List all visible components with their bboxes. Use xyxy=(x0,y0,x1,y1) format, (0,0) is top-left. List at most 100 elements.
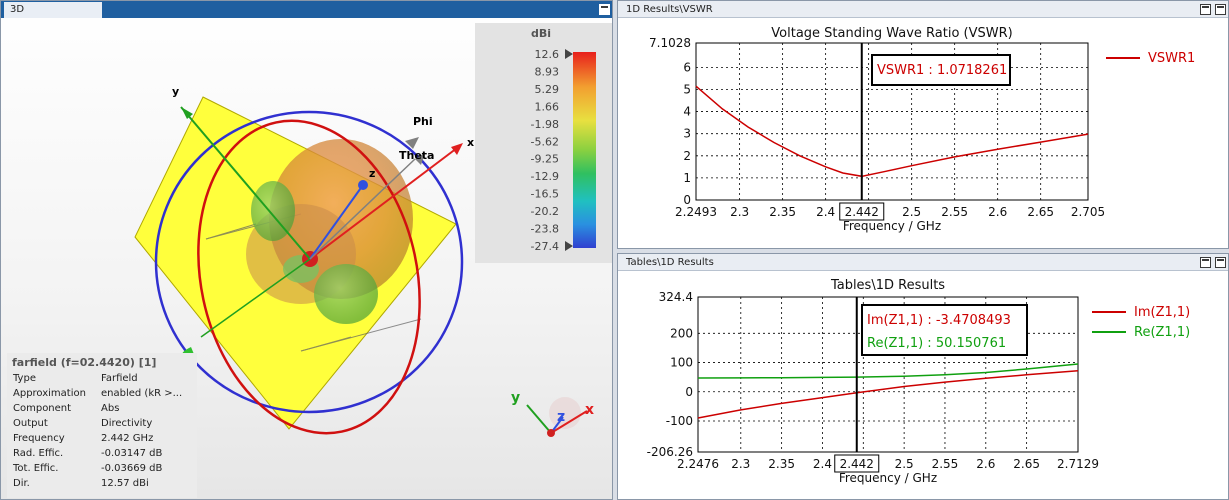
scale-label: -20.2 xyxy=(531,205,559,218)
info-row: Output Directivity xyxy=(13,416,182,431)
y-tick-label: -100 xyxy=(666,414,693,428)
series-line-vswr1 xyxy=(695,85,1089,178)
radiation-pattern xyxy=(246,139,413,324)
phi-ring xyxy=(154,110,464,414)
x-tick-label: 2.5 xyxy=(902,205,921,219)
vswr-chart[interactable]: Voltage Standing Wave Ratio (VSWR) 2.2493… xyxy=(618,19,1228,248)
scale-label: 12.6 xyxy=(535,48,560,61)
farfield-3d-view[interactable]: y x z Phi Theta y x z dBi 12.6 8.93 5.29 1.… xyxy=(1,19,612,499)
y-tick-label: 7.1028 xyxy=(649,36,691,50)
marker-value-label: Re(Z1,1) : 50.150761 xyxy=(867,336,1006,351)
pane-3d-titlebar: 3D xyxy=(1,1,612,18)
info-key: Output xyxy=(13,418,48,429)
y-tick-label: 3 xyxy=(683,127,691,141)
info-value: -0.03669 dB xyxy=(101,463,163,474)
y-tick-label: 200 xyxy=(670,326,693,340)
info-key: Tot. Effic. xyxy=(13,463,59,474)
impedance-pane[interactable]: Tables\1D Results Tables\1D Results 2.247… xyxy=(617,253,1229,500)
x-axis-label: Frequency / GHz xyxy=(843,219,941,233)
coordinate-axes xyxy=(180,106,463,338)
scale-bottom-arrow[interactable] xyxy=(565,241,573,251)
y-tick-label: 100 xyxy=(670,356,693,370)
info-key: Dir. xyxy=(13,478,30,489)
info-header: farfield (f=02.4420) [1] xyxy=(12,356,157,369)
x-axis-label: x xyxy=(467,136,474,149)
info-key: Frequency xyxy=(13,433,65,444)
x-tick-label: 2.5 xyxy=(895,457,914,471)
x-tick-label: 2.4 xyxy=(816,205,835,219)
z-close-button[interactable] xyxy=(1215,257,1226,268)
scale-label: 1.66 xyxy=(535,100,560,113)
marker-value-label: Im(Z1,1) : -3.4708493 xyxy=(867,313,1011,328)
impedance-chart[interactable]: Tables\1D Results2.24762.32.352.42.452.5… xyxy=(618,272,1228,499)
x-tick-label: 2.65 xyxy=(1027,205,1054,219)
info-row: Rad. Effic. -0.03147 dB xyxy=(13,446,182,461)
legend-entry[interactable]: Im(Z1,1) xyxy=(1134,305,1190,320)
info-value: -0.03147 dB xyxy=(101,448,163,459)
series-line-re-z1-1- xyxy=(697,363,1079,379)
color-scale-bar xyxy=(573,52,596,248)
marker-freq-box xyxy=(834,454,880,473)
scale-label: -23.8 xyxy=(531,223,559,236)
z-maximize-button[interactable] xyxy=(1200,257,1211,268)
x-tick-label: 2.35 xyxy=(768,457,795,471)
marker-value-box xyxy=(871,54,1011,86)
y-tick-label: 1 xyxy=(683,171,691,185)
info-value: enabled (kR >... xyxy=(101,388,183,399)
z-pane-title: Tables\1D Results xyxy=(618,254,1228,271)
x-tick-label: 2.3 xyxy=(730,205,749,219)
scale-labels: 12.6 8.93 5.29 1.66 -1.98 -5.62 -9.25 -12.9 -16.… xyxy=(531,48,559,253)
scale-label: -9.25 xyxy=(531,153,559,166)
info-row: Dir. 12.57 dBi xyxy=(13,476,182,491)
legend-entry[interactable]: VSWR1 xyxy=(1148,51,1195,66)
gizmo-z-label: z xyxy=(557,409,565,425)
info-value: 2.442 GHz xyxy=(101,433,154,444)
gizmo-y-label: y xyxy=(511,390,520,406)
x-tick-label: 2.6 xyxy=(976,457,995,471)
theta-ring xyxy=(197,119,421,435)
marker-freq-box xyxy=(839,202,885,221)
x-tick-label: 2.4 xyxy=(813,457,832,471)
farfield-info-box: farfield (f=02.4420) [1] Type Farfield App… xyxy=(7,353,197,498)
marker-value-label: VSWR1 : 1.0718261 xyxy=(877,63,1007,78)
orientation-gizmo[interactable]: y x z xyxy=(511,390,594,437)
info-table: Type Farfield Approximation enabled (kR >..… xyxy=(13,371,182,491)
info-row: Type Farfield xyxy=(13,371,182,386)
y-tick-label: 0 xyxy=(685,385,693,399)
y-tick-label: 4 xyxy=(683,105,691,119)
info-value: Directivity xyxy=(101,418,153,429)
info-key: Component xyxy=(13,403,72,414)
info-row: Frequency 2.442 GHz xyxy=(13,431,182,446)
series-line-im-z1-1- xyxy=(697,369,1079,419)
tab-3d[interactable]: 3D xyxy=(4,2,102,18)
vswr-pane[interactable]: 1D Results\VSWR Voltage Standing Wave Ra… xyxy=(617,0,1229,249)
info-row: Tot. Effic. -0.03669 dB xyxy=(13,461,182,476)
x-tick-label: 2.55 xyxy=(941,205,968,219)
info-row: Approximation enabled (kR >... xyxy=(13,386,182,401)
scale-label: -12.9 xyxy=(531,170,559,183)
scale-label: -16.5 xyxy=(531,188,559,201)
y-axis-label: y xyxy=(172,85,179,98)
info-key: Rad. Effic. xyxy=(13,448,64,459)
vswr-close-button[interactable] xyxy=(1215,4,1226,15)
y-tick-label: 0 xyxy=(683,193,691,207)
x-axis-label: Frequency / GHz xyxy=(839,471,937,485)
legend-entry[interactable]: Re(Z1,1) xyxy=(1134,325,1190,340)
info-value: 12.57 dBi xyxy=(101,478,149,489)
chart-title: Tables\1D Results xyxy=(830,278,945,293)
y-tick-label: -206.26 xyxy=(647,445,693,459)
info-key: Type xyxy=(13,373,36,384)
vswr-maximize-button[interactable] xyxy=(1200,4,1211,15)
x-tick-label: 2.2476 xyxy=(677,457,719,471)
x-tick-label: 2.6 xyxy=(988,205,1007,219)
farfield-3d-pane[interactable]: 3D xyxy=(0,0,613,500)
theta-label: Theta xyxy=(399,149,434,162)
maximize-3d-button[interactable] xyxy=(599,4,610,15)
info-value: Farfield xyxy=(101,373,138,384)
info-key: Approximation xyxy=(13,388,86,399)
scale-label: -27.4 xyxy=(531,240,559,253)
scale-label: 5.29 xyxy=(535,83,560,96)
scale-top-arrow[interactable] xyxy=(565,49,573,59)
gizmo-x-label: x xyxy=(585,402,594,418)
x-tick-label: 2.35 xyxy=(769,205,796,219)
